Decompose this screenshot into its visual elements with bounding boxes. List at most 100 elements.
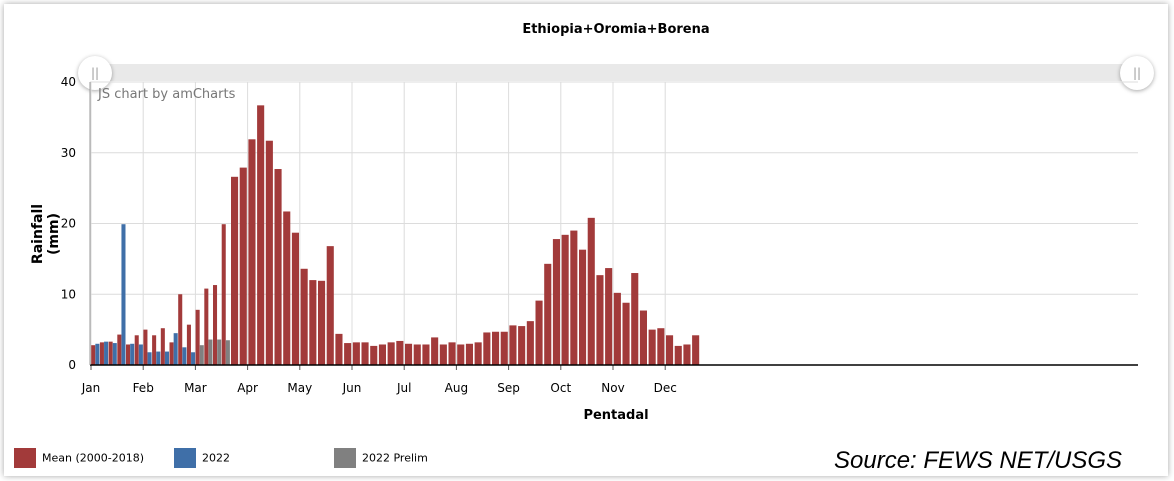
bar-2022[interactable] xyxy=(138,344,143,365)
bar-mean[interactable] xyxy=(291,232,299,365)
bar-mean[interactable] xyxy=(605,268,613,365)
bar-mean[interactable] xyxy=(231,176,239,365)
bar-2022[interactable] xyxy=(164,351,169,365)
bar-mean[interactable] xyxy=(378,344,386,365)
y-tick-label: 40 xyxy=(61,75,76,89)
bar-mean[interactable] xyxy=(186,324,191,365)
bar-mean[interactable] xyxy=(535,300,543,365)
bar-mean[interactable] xyxy=(692,335,700,365)
bar-mean[interactable] xyxy=(283,211,291,365)
bar-2022[interactable] xyxy=(121,224,126,365)
bar-2022-prelim[interactable] xyxy=(217,339,222,365)
bar-mean[interactable] xyxy=(552,239,560,365)
bar-mean[interactable] xyxy=(370,345,378,365)
legend-item-2022[interactable]: 2022 xyxy=(174,448,230,468)
bar-mean[interactable] xyxy=(622,302,630,365)
bar-2022-prelim[interactable] xyxy=(208,339,213,365)
bar-2022[interactable] xyxy=(147,352,152,365)
bar-mean[interactable] xyxy=(300,268,308,365)
bar-2022[interactable] xyxy=(191,352,196,365)
legend-swatch-mean xyxy=(14,448,36,468)
bar-mean[interactable] xyxy=(344,343,352,365)
bar-mean[interactable] xyxy=(431,337,439,365)
scrollbar-right-grip[interactable]: || xyxy=(1120,56,1154,90)
bar-2022-prelim[interactable] xyxy=(199,345,204,365)
bar-mean[interactable] xyxy=(309,280,317,365)
bar-mean[interactable] xyxy=(274,169,282,365)
legend-item-2022-prelim[interactable]: 2022 Prelim xyxy=(334,448,428,468)
bar-mean[interactable] xyxy=(195,309,200,365)
bar-mean[interactable] xyxy=(683,344,691,365)
bar-2022[interactable] xyxy=(95,343,100,365)
bar-2022[interactable] xyxy=(130,343,135,365)
bar-mean[interactable] xyxy=(143,329,148,365)
bar-mean[interactable] xyxy=(152,335,157,365)
x-tick-label: Mar xyxy=(184,381,207,395)
bar-mean[interactable] xyxy=(631,273,639,365)
bar-mean[interactable] xyxy=(492,331,500,365)
bar-mean[interactable] xyxy=(265,140,273,365)
bar-mean[interactable] xyxy=(108,341,113,365)
bar-mean[interactable] xyxy=(596,275,604,365)
bar-mean[interactable] xyxy=(474,342,482,365)
bar-mean[interactable] xyxy=(326,246,334,365)
bar-2022[interactable] xyxy=(112,343,117,365)
bar-mean[interactable] xyxy=(500,331,508,365)
bar-mean[interactable] xyxy=(526,321,534,365)
x-tick-label: Apr xyxy=(237,381,258,395)
bar-2022[interactable] xyxy=(182,347,187,365)
bar-2022[interactable] xyxy=(104,341,109,365)
bar-mean[interactable] xyxy=(561,234,569,365)
bar-mean[interactable] xyxy=(257,105,265,365)
bar-mean[interactable] xyxy=(396,340,404,365)
bar-mean[interactable] xyxy=(518,326,526,365)
bar-mean[interactable] xyxy=(318,280,326,365)
bar-mean[interactable] xyxy=(99,342,104,365)
bar-mean[interactable] xyxy=(570,230,578,365)
amcharts-credit[interactable]: JS chart by amCharts xyxy=(98,87,236,102)
bar-mean[interactable] xyxy=(657,328,665,365)
bar-mean[interactable] xyxy=(213,285,218,365)
bar-mean[interactable] xyxy=(648,329,656,365)
bar-mean[interactable] xyxy=(239,167,247,365)
bar-2022-prelim[interactable] xyxy=(225,340,230,365)
bar-mean[interactable] xyxy=(248,139,256,365)
bar-mean[interactable] xyxy=(91,345,96,365)
bar-mean[interactable] xyxy=(160,328,165,365)
bar-mean[interactable] xyxy=(457,344,465,365)
bar-mean[interactable] xyxy=(483,332,491,365)
bar-mean[interactable] xyxy=(361,342,369,365)
y-tick-label: 20 xyxy=(61,217,76,231)
bar-mean[interactable] xyxy=(448,342,456,365)
bar-mean[interactable] xyxy=(117,334,122,365)
bar-mean[interactable] xyxy=(178,294,183,365)
bar-mean[interactable] xyxy=(221,224,226,365)
bar-mean[interactable] xyxy=(509,325,517,365)
bar-mean[interactable] xyxy=(352,342,360,365)
bar-mean[interactable] xyxy=(126,344,131,365)
bar-mean[interactable] xyxy=(169,342,174,365)
y-tick-label: 10 xyxy=(61,287,76,301)
bar-mean[interactable] xyxy=(544,263,552,365)
chart-scrollbar[interactable] xyxy=(96,64,1140,81)
bar-mean[interactable] xyxy=(465,343,473,365)
bar-mean[interactable] xyxy=(613,292,621,365)
bar-mean[interactable] xyxy=(587,217,595,365)
bar-mean[interactable] xyxy=(335,333,343,365)
bar-2022[interactable] xyxy=(156,351,161,365)
scrollbar-left-grip[interactable]: || xyxy=(78,56,112,90)
bar-mean[interactable] xyxy=(579,249,587,365)
bar-mean[interactable] xyxy=(422,344,430,365)
bar-mean[interactable] xyxy=(439,344,447,365)
bar-mean[interactable] xyxy=(666,335,674,365)
bar-mean[interactable] xyxy=(405,343,413,365)
bar-mean[interactable] xyxy=(204,288,209,365)
bar-mean[interactable] xyxy=(413,344,421,365)
y-tick-label: 0 xyxy=(68,358,76,372)
legend-item-mean[interactable]: Mean (2000-2018) xyxy=(14,448,144,468)
bar-mean[interactable] xyxy=(674,345,682,365)
bar-2022[interactable] xyxy=(173,333,178,365)
bar-mean[interactable] xyxy=(639,310,647,365)
bar-mean[interactable] xyxy=(134,335,139,365)
bar-mean[interactable] xyxy=(387,342,395,365)
